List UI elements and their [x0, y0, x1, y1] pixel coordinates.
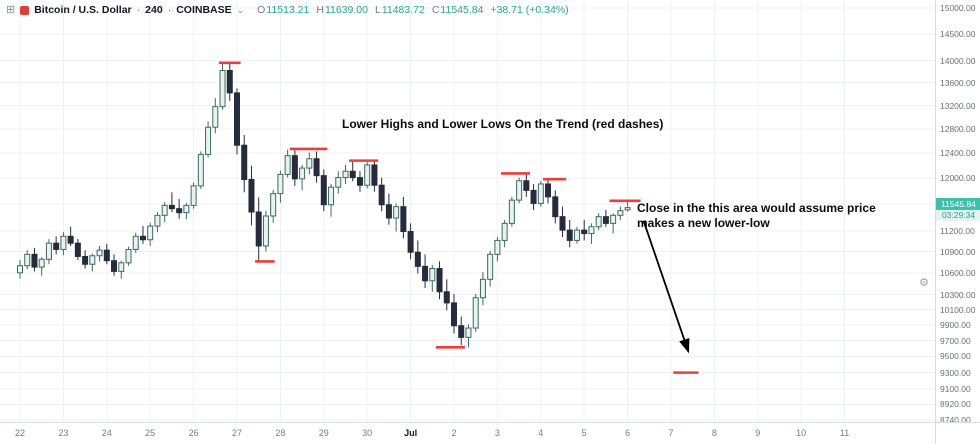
- time-axis-label: 7: [668, 428, 674, 438]
- time-axis-label: 3: [494, 428, 500, 438]
- price-axis-label: 12000.00: [940, 173, 976, 184]
- annotation-close-area: Close in the this area would assume pric…: [637, 201, 876, 230]
- price-axis-label: 15000.00: [940, 3, 976, 13]
- high-value: 11639.00: [324, 4, 368, 16]
- change-value: +38.71 (+0.34%): [490, 4, 569, 16]
- time-axis-label: 9: [755, 428, 761, 438]
- price-axis-label: 13600.00: [940, 77, 976, 88]
- layout-grid-icon[interactable]: ⊞: [6, 3, 16, 16]
- time-axis-label: 30: [362, 428, 373, 438]
- bar-countdown: 03:29:34: [936, 209, 980, 221]
- price-axis-label: 9900.00: [940, 319, 971, 330]
- high-label: H: [316, 4, 324, 16]
- price-axis-label: 9300.00: [940, 367, 971, 378]
- price-axis-label: 9500.00: [940, 351, 971, 362]
- axis-corner: [935, 422, 980, 444]
- chevron-down-icon[interactable]: ⌄: [236, 4, 245, 15]
- separator: ·: [136, 4, 141, 16]
- price-axis-label: 8740.00: [940, 415, 971, 425]
- price-axis-label: 14500.00: [940, 28, 976, 39]
- time-axis-label: 25: [145, 428, 156, 438]
- price-axis-label: 10600.00: [940, 267, 976, 278]
- price-axis-label: 14000.00: [940, 55, 976, 66]
- time-axis-label: 2: [451, 428, 457, 438]
- time-axis-label: 11: [839, 428, 850, 438]
- exchange-name[interactable]: COINBASE: [176, 4, 232, 16]
- chart-legend: ⊞ Bitcoin / U.S. Dollar · 240 · COINBASE…: [6, 4, 569, 16]
- time-axis-label: 5: [581, 428, 587, 438]
- bitcoin-logo: [20, 5, 30, 15]
- price-axis-label: 12800.00: [940, 123, 976, 134]
- time-axis-label: 28: [275, 428, 286, 438]
- low-value: 11483.72: [381, 4, 425, 16]
- time-axis[interactable]: 22 23 24 25 26 27 28 29 30 Jul 2 3 4 5 6 7 8 9 10 11: [0, 422, 935, 444]
- interval-value[interactable]: 240: [145, 4, 163, 16]
- price-axis[interactable]: 11545.84 03:29:34 15000.00 14500.00 14000.…: [935, 0, 980, 425]
- price-axis-label: 9700.00: [940, 335, 971, 346]
- time-axis-label: 10: [796, 428, 807, 438]
- price-axis-label: 9100.00: [940, 384, 971, 395]
- close-value: 11545.84: [440, 4, 484, 16]
- time-axis-label: 23: [58, 428, 69, 438]
- open-label: O: [257, 4, 266, 16]
- price-axis-label: 13200.00: [940, 100, 976, 111]
- time-axis-label: 24: [101, 428, 112, 438]
- close-label: C: [431, 4, 440, 16]
- ohlc-readout: O 11513.21 H 11639.00 L 11483.72 C 11545.84 …: [257, 4, 569, 16]
- time-axis-label: 8: [711, 428, 717, 438]
- gear-icon[interactable]: ⚙: [919, 277, 929, 289]
- annotation-lower-highs-lows: Lower Highs and Lower Lows On the Trend …: [342, 117, 664, 131]
- price-axis-label: 10900.00: [940, 246, 976, 257]
- time-axis-label: 4: [538, 428, 544, 438]
- time-axis-label: 29: [318, 428, 329, 438]
- open-value: 11513.21: [266, 4, 310, 16]
- time-axis-label: 22: [14, 428, 25, 438]
- projection-arrow[interactable]: [642, 220, 690, 354]
- last-price-value: 11545.84: [936, 197, 980, 210]
- price-axis-label: 10100.00: [940, 304, 976, 315]
- separator: ·: [167, 4, 172, 16]
- time-axis-label: 6: [625, 428, 631, 438]
- price-axis-label: 8920.00: [940, 399, 971, 410]
- time-axis-label: Jul: [404, 428, 418, 438]
- price-axis-label: 10300.00: [940, 289, 976, 300]
- last-price-badge: 11545.84 03:29:34: [936, 197, 980, 221]
- time-axis-label: 26: [188, 428, 199, 438]
- price-axis-label: 11200.00: [940, 225, 975, 236]
- price-axis-label: 12400.00: [940, 148, 976, 159]
- time-axis-label: 27: [231, 428, 242, 438]
- low-label: L: [374, 4, 381, 16]
- symbol-name[interactable]: Bitcoin / U.S. Dollar: [34, 4, 132, 16]
